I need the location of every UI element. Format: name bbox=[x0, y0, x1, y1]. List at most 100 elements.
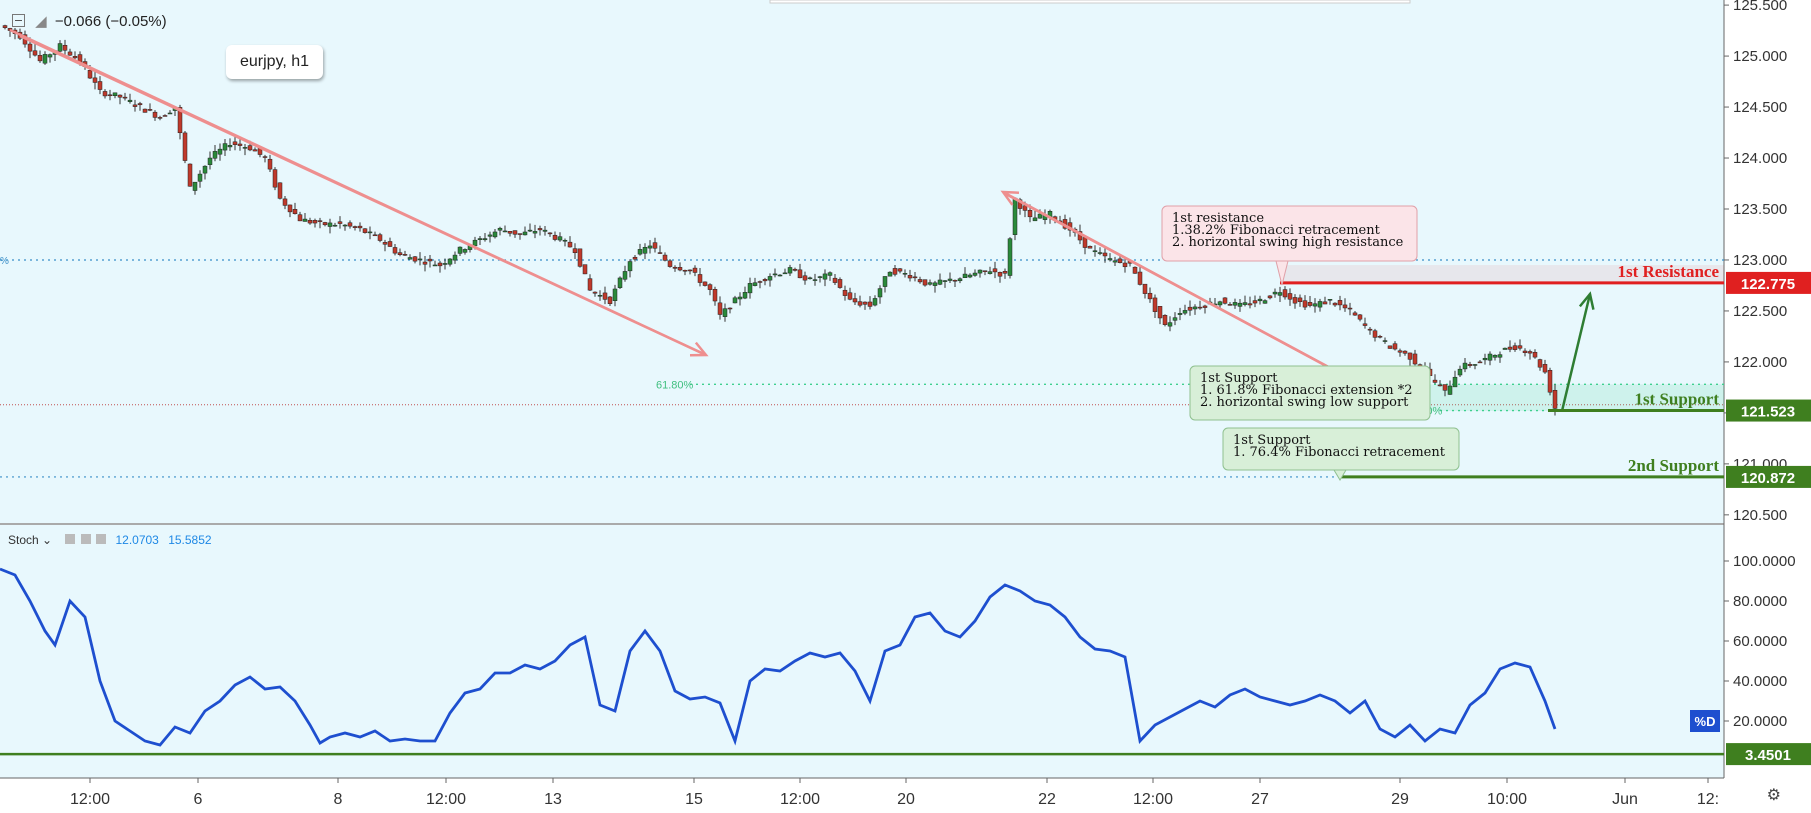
time-tick-label: 13 bbox=[544, 791, 562, 808]
candle-body bbox=[1382, 340, 1388, 342]
candle-body bbox=[1352, 312, 1358, 316]
candle-body bbox=[757, 281, 763, 283]
candle-body bbox=[1247, 303, 1253, 306]
close-icon[interactable] bbox=[96, 534, 107, 544]
candle-body bbox=[1402, 350, 1408, 354]
stoch-name[interactable]: Stoch bbox=[8, 533, 39, 547]
gear-icon[interactable] bbox=[80, 534, 91, 544]
candle-body bbox=[737, 296, 743, 300]
candle-body bbox=[682, 269, 688, 272]
stoch-k-value: 12.0703 bbox=[115, 533, 159, 547]
candle-body bbox=[1527, 351, 1533, 354]
time-tick-label: 10:00 bbox=[1487, 791, 1527, 808]
candle-body bbox=[1322, 301, 1328, 305]
candle-body bbox=[1457, 368, 1463, 376]
candle-body bbox=[1117, 258, 1123, 263]
candle-body bbox=[1007, 238, 1013, 276]
candle-body bbox=[662, 254, 668, 261]
price-tick-label: 125.000 bbox=[1733, 48, 1787, 65]
candle-body bbox=[637, 249, 643, 255]
candle-body bbox=[1262, 300, 1268, 304]
candle-body bbox=[1187, 306, 1193, 311]
candle-body bbox=[1442, 384, 1448, 391]
candle-body bbox=[1197, 306, 1203, 309]
candle-body bbox=[1472, 364, 1478, 366]
candle-body bbox=[692, 267, 698, 273]
candle-body bbox=[652, 242, 658, 249]
candle-body bbox=[1287, 293, 1293, 300]
resistance-note-line: 1st resistance bbox=[1172, 211, 1264, 226]
candle-body bbox=[92, 77, 98, 83]
chart-header: ◢ −0.066 (−0.05%) bbox=[12, 12, 167, 30]
candle-body bbox=[377, 234, 383, 241]
candle-body bbox=[507, 231, 513, 234]
candle-body bbox=[927, 282, 933, 285]
resistance-value: 122.775 bbox=[1741, 276, 1795, 293]
candle-body bbox=[482, 238, 488, 241]
candle-body bbox=[342, 224, 348, 227]
candle-body bbox=[487, 234, 493, 237]
candle-body bbox=[1002, 271, 1008, 274]
candle-body bbox=[952, 279, 958, 282]
price-tick-label: 124.500 bbox=[1733, 99, 1787, 116]
time-tick-label: 29 bbox=[1391, 791, 1409, 808]
candles bbox=[2, 24, 1558, 416]
stoch-level-value: 3.4501 bbox=[1745, 747, 1791, 764]
candle-body bbox=[47, 54, 53, 58]
candle-body bbox=[1432, 379, 1438, 383]
candle-body bbox=[1202, 305, 1208, 308]
candle-body bbox=[247, 145, 253, 151]
candle-body bbox=[1312, 303, 1318, 307]
support2-label: 2nd Support bbox=[1628, 456, 1720, 475]
stoch-d-value: 15.5852 bbox=[168, 533, 212, 547]
candle-body bbox=[517, 233, 523, 235]
candle-body bbox=[742, 292, 748, 299]
candle-body bbox=[1522, 350, 1528, 353]
candle-body bbox=[1327, 299, 1333, 301]
candle-body bbox=[497, 227, 503, 231]
candle-body bbox=[422, 261, 428, 265]
candle-body bbox=[1252, 300, 1258, 304]
candle-body bbox=[857, 301, 863, 306]
time-tick-label: Jun bbox=[1612, 791, 1638, 808]
fib-label-a: 61.80% bbox=[656, 379, 694, 391]
candle-body bbox=[317, 220, 323, 222]
candle-body bbox=[397, 252, 403, 255]
candle-body bbox=[42, 54, 48, 64]
candle-body bbox=[607, 296, 613, 304]
candle-body bbox=[1467, 364, 1473, 366]
candle-body bbox=[1447, 385, 1453, 395]
candle-body bbox=[1172, 317, 1178, 321]
support1-note-line: 2. horizontal swing low support bbox=[1200, 395, 1409, 410]
candle-body bbox=[612, 288, 618, 301]
support2-note-tail bbox=[1333, 469, 1347, 481]
candle-body bbox=[1257, 298, 1263, 302]
candle-body bbox=[437, 262, 443, 267]
candle-body bbox=[917, 279, 923, 283]
minus-box-icon[interactable] bbox=[12, 14, 25, 27]
candle-body bbox=[1357, 314, 1363, 320]
resistance-value-box bbox=[1726, 271, 1811, 294]
candle-body bbox=[1492, 354, 1498, 358]
resistance-note-tail bbox=[1275, 260, 1289, 286]
candle-body bbox=[402, 254, 408, 256]
candle-body bbox=[537, 228, 543, 231]
candle-body bbox=[1282, 289, 1288, 298]
candle-body bbox=[1107, 258, 1113, 261]
candle-body bbox=[417, 258, 423, 261]
candle-body bbox=[1177, 313, 1183, 315]
support1-note-box bbox=[1189, 365, 1431, 421]
chevron-down-icon[interactable]: ⌄ bbox=[42, 533, 53, 547]
settings-gear-icon[interactable]: ⚙ bbox=[1766, 787, 1781, 804]
stoch-tick-label: 80.0000 bbox=[1733, 593, 1787, 610]
candle-body bbox=[832, 277, 838, 283]
eye-icon[interactable] bbox=[65, 534, 76, 544]
candle-body bbox=[1082, 237, 1088, 248]
candle-body bbox=[392, 247, 398, 254]
candle-body bbox=[147, 109, 153, 111]
candle-body bbox=[212, 151, 218, 159]
stoch-tick-label: 100.0000 bbox=[1733, 553, 1796, 570]
